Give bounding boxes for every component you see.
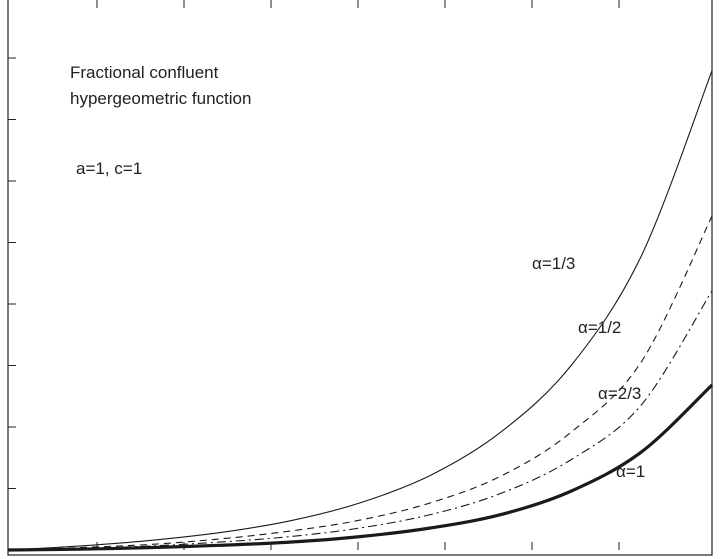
chart-title-line-1: Fractional confluent [70, 63, 219, 82]
series-line-4 [7, 383, 714, 552]
series-lines [7, 70, 714, 552]
series-label-alpha-2-3: α=2/3 [598, 384, 641, 403]
chart-title-line-2: hypergeometric function [70, 89, 251, 108]
series-label-alpha-1-3: α=1/3 [532, 254, 575, 273]
series-label-alpha-1-2: α=1/2 [578, 318, 621, 337]
plot-frame [7, 0, 713, 556]
series-line-2 [7, 215, 713, 551]
series-line-1 [7, 70, 713, 551]
parameters-label: a=1, c=1 [76, 159, 142, 178]
series-label-alpha-1: α=1 [616, 462, 645, 481]
